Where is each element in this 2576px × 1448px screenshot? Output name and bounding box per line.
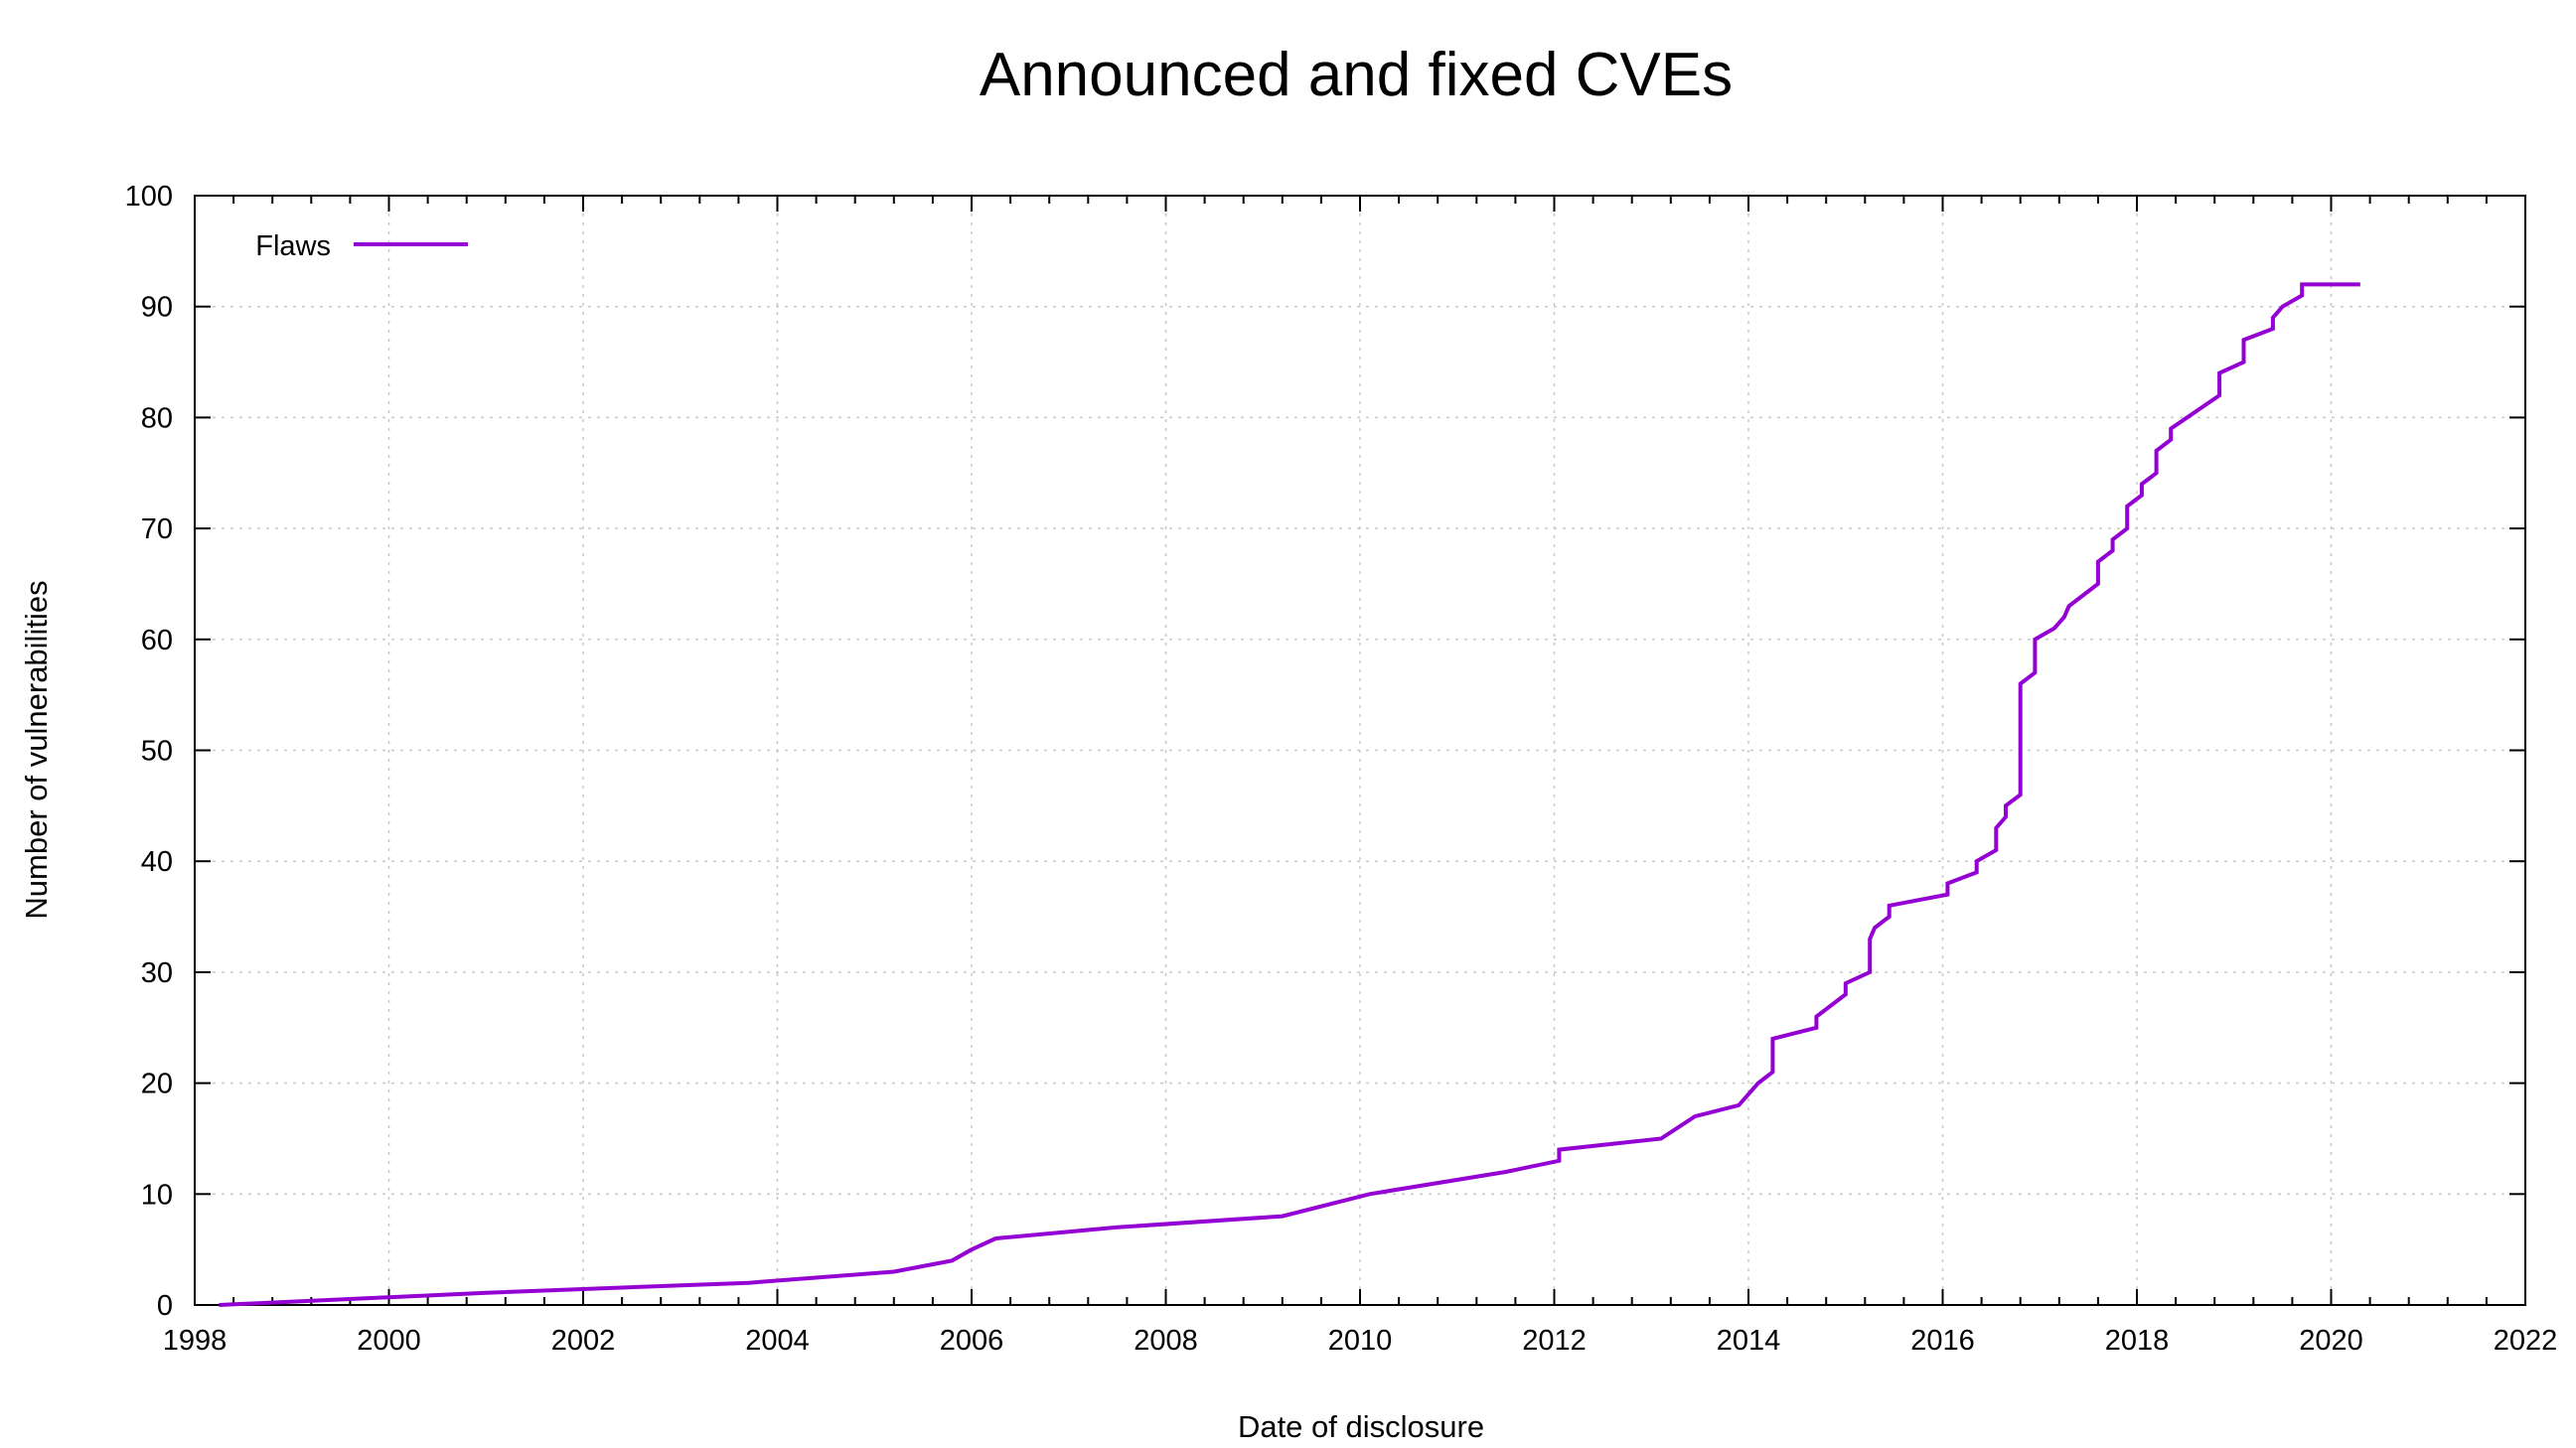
axis-ticks	[194, 195, 2526, 1306]
x-tick-labels: 1998 2000 2002 2004 2006 2008 2010 2012 2014 2016…	[163, 1325, 2558, 1357]
y-tick-label: 40	[141, 846, 173, 878]
legend-label-flaws: Flaws	[255, 230, 331, 262]
y-tick-label: 80	[141, 402, 173, 434]
y-tick-label: 100	[125, 181, 173, 213]
chart-title: Announced and fixed CVEs	[980, 41, 1733, 109]
x-tick-label: 1998	[163, 1325, 227, 1357]
series-line-flaws	[219, 282, 2360, 1307]
x-tick-label: 2014	[1717, 1325, 1781, 1357]
x-tick-label: 2006	[940, 1325, 1004, 1357]
x-tick-label: 2010	[1328, 1325, 1393, 1357]
y-tick-label: 30	[141, 957, 173, 989]
x-tick-label: 2020	[2299, 1325, 2363, 1357]
gridlines	[195, 196, 2525, 1305]
x-tick-label: 2008	[1134, 1325, 1198, 1357]
series-layer	[219, 282, 2360, 1307]
y-tick-label: 50	[141, 736, 173, 768]
y-tick-label: 10	[141, 1179, 173, 1211]
legend: Flaws	[255, 230, 468, 262]
y-tick-label: 20	[141, 1069, 173, 1100]
x-tick-label: 2018	[2105, 1325, 2170, 1357]
y-axis-label: Number of vulnerabilities	[19, 580, 54, 919]
y-tick-label: 90	[141, 292, 173, 324]
x-tick-label: 2002	[551, 1325, 616, 1357]
x-axis-label: Date of disclosure	[1238, 1409, 1484, 1444]
y-tick-label: 0	[157, 1290, 173, 1322]
y-tick-label: 70	[141, 513, 173, 545]
x-tick-label: 2004	[745, 1325, 810, 1357]
y-tick-labels: 0 10 20 30 40 50 60 70 80 90 100	[125, 181, 173, 1322]
y-tick-label: 60	[141, 625, 173, 656]
x-tick-label: 2012	[1522, 1325, 1587, 1357]
x-tick-label: 2022	[2494, 1325, 2558, 1357]
x-tick-label: 2016	[1910, 1325, 1975, 1357]
x-tick-label: 2000	[357, 1325, 421, 1357]
